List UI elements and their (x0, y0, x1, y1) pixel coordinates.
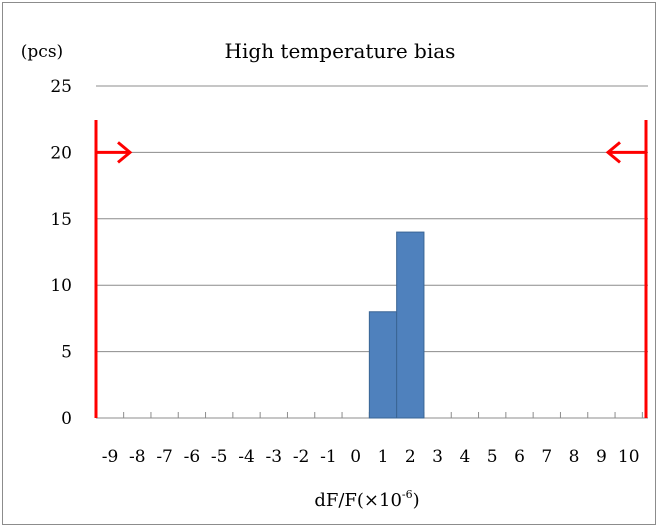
chart-frame (2, 2, 656, 525)
limit-markers (94, 120, 648, 418)
x-tick-label: -6 (184, 447, 201, 467)
bar (368, 311, 398, 419)
x-tick-label: 4 (459, 447, 470, 467)
x-axis-label: dF/F(×10-6) (314, 488, 419, 511)
x-tick-label: 1 (378, 447, 389, 467)
y-tick-label: 15 (50, 210, 72, 230)
x-tick-label: 10 (618, 447, 640, 467)
x-tick-label: -4 (238, 447, 255, 467)
limit-arrow-left-head (117, 141, 133, 164)
x-tick-labels: -9 -8 -7 -6 -5 -4 -3 -2 -1 0 1 2 3 4 5 6 7 8 9 10 (102, 447, 640, 467)
y-tick-label: 20 (50, 143, 72, 163)
limit-arrow-right-head (605, 141, 621, 164)
x-axis-label-main: dF/F(×10 (314, 490, 402, 511)
y-tick-label: 0 (61, 409, 72, 429)
x-tick-label: 5 (487, 447, 498, 467)
x-tick-label: 3 (432, 447, 443, 467)
x-tick-label: 9 (596, 447, 607, 467)
y-tick-label: 5 (61, 343, 72, 363)
x-tick-label: 0 (350, 447, 361, 467)
y-tick-label: 25 (50, 77, 72, 97)
x-tick-label: -2 (293, 447, 310, 467)
chart-title: High temperature bias (225, 39, 456, 63)
y-axis-label: (pcs) (21, 42, 63, 62)
bars (368, 231, 425, 419)
x-tick-label: 7 (541, 447, 552, 467)
y-tick-label: 10 (50, 276, 72, 296)
x-tick-label: -5 (211, 447, 228, 467)
x-tick-label: -1 (320, 447, 337, 467)
x-tick-label: -7 (156, 447, 173, 467)
x-tick-label: -3 (266, 447, 283, 467)
x-tick-label: -8 (129, 447, 146, 467)
x-axis-label-close: ) (413, 490, 420, 511)
x-tick-label: 6 (514, 447, 525, 467)
y-tick-labels: 0 5 10 15 20 25 (50, 77, 72, 429)
x-axis-label-sup: -6 (402, 488, 413, 501)
bar (396, 231, 425, 419)
x-tick-label: -9 (102, 447, 119, 467)
x-tick-label: 2 (405, 447, 416, 467)
x-tick-label: 8 (569, 447, 580, 467)
